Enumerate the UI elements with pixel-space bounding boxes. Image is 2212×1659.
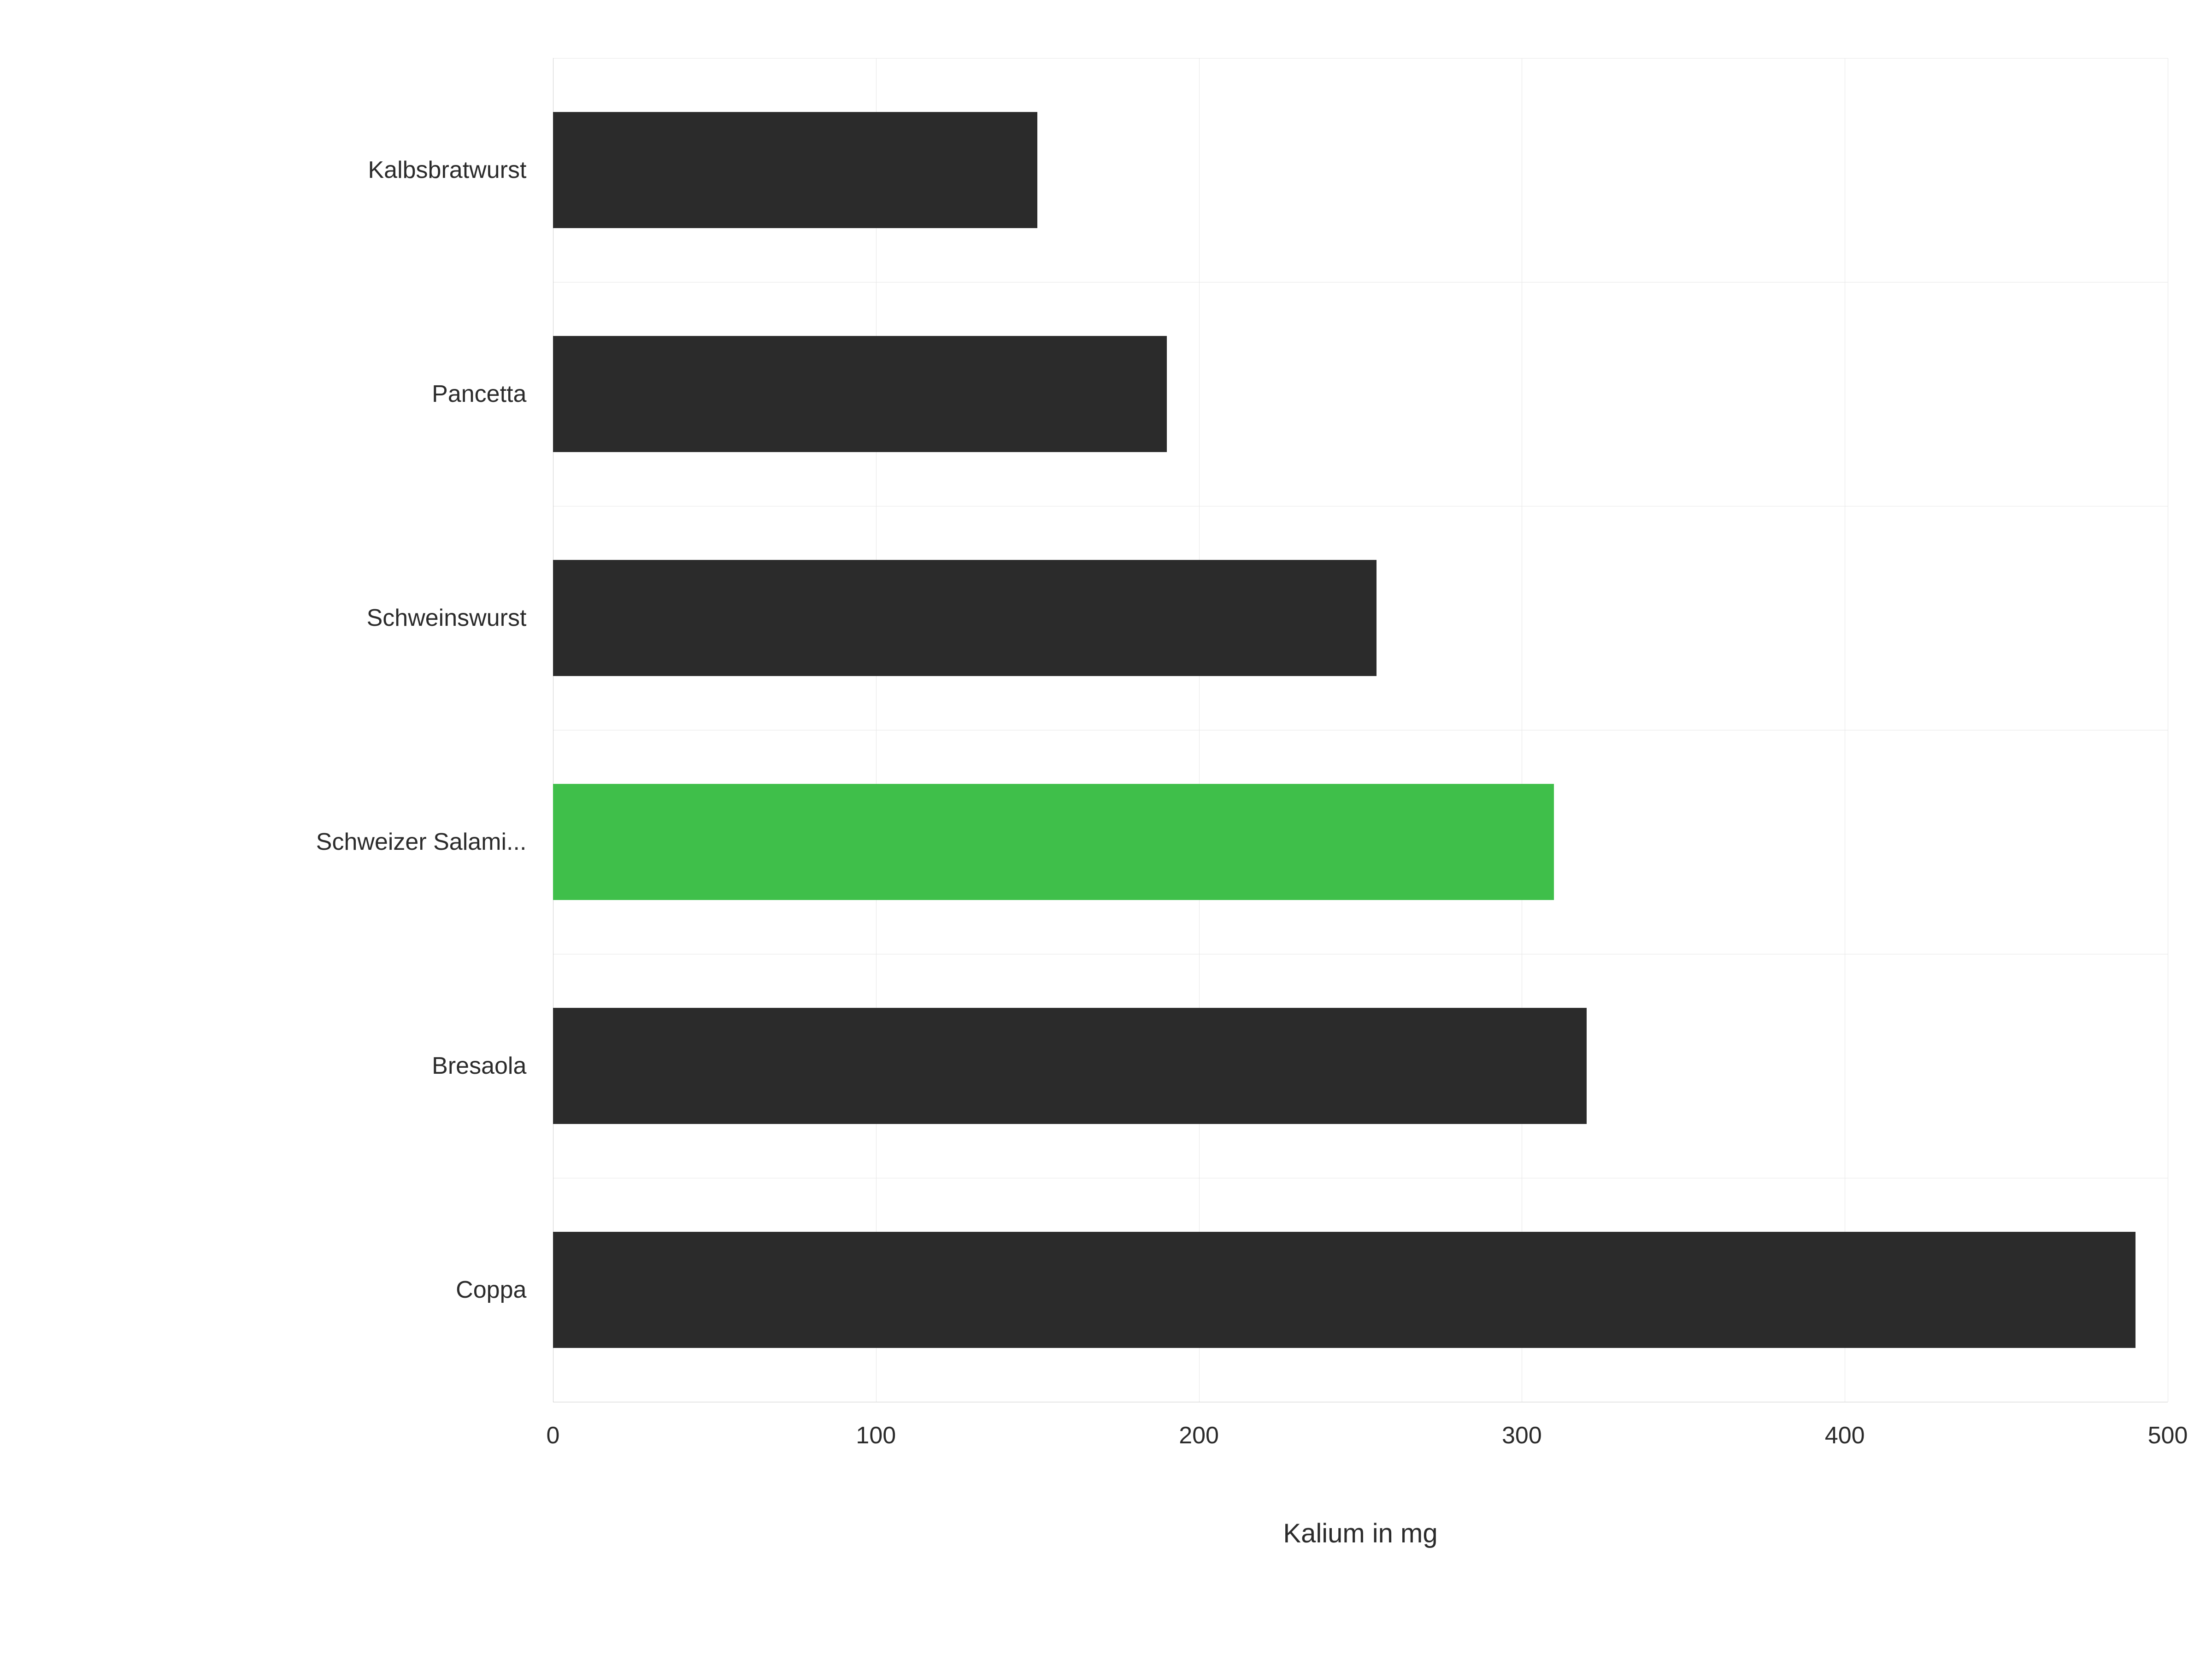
x-tick-label: 200 (1179, 1422, 1219, 1449)
y-category-label: Coppa (456, 1276, 526, 1304)
bar (553, 112, 1037, 229)
y-category-label: Kalbsbratwurst (368, 156, 526, 184)
x-tick-label: 0 (547, 1422, 560, 1449)
bar (553, 336, 1167, 453)
bar (553, 1232, 2136, 1348)
x-tick-label: 400 (1825, 1422, 1865, 1449)
x-tick-label: 300 (1502, 1422, 1542, 1449)
plot-area (553, 58, 2168, 1402)
chart-container: Kalbsbratwurst Pancetta Schweinswurst Schwe… (0, 0, 2212, 1659)
bar (553, 784, 1554, 900)
y-category-label: Schweinswurst (367, 604, 527, 632)
y-category-label: Bresaola (432, 1052, 526, 1080)
x-axis-title: Kalium in mg (1283, 1518, 1437, 1549)
gridline-horizontal (553, 58, 2168, 59)
x-tick-label: 100 (856, 1422, 896, 1449)
bar (553, 560, 1377, 677)
y-category-label: Schweizer Salami... (316, 828, 527, 856)
bar (553, 1008, 1587, 1124)
y-category-label: Pancetta (432, 380, 526, 408)
x-tick-label: 500 (2148, 1422, 2188, 1449)
